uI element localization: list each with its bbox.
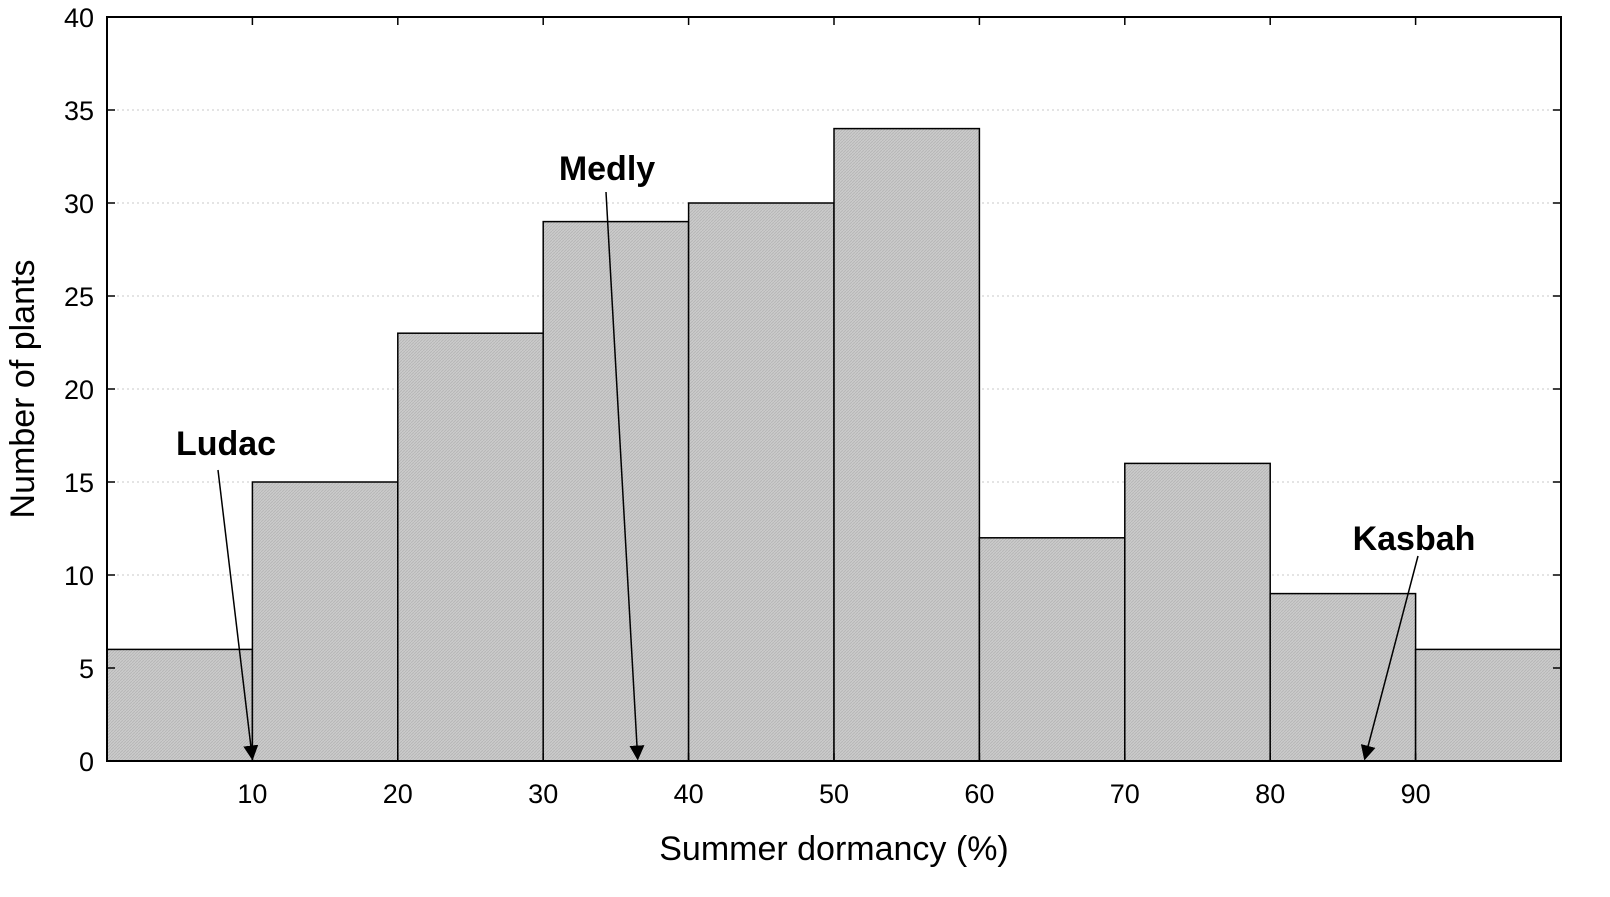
x-tick-label: 60 bbox=[964, 779, 994, 809]
histogram-bar bbox=[1414, 648, 1562, 762]
y-tick-label: 20 bbox=[64, 375, 94, 405]
histogram-bar bbox=[251, 481, 399, 762]
x-tick-label: 70 bbox=[1110, 779, 1140, 809]
y-tick-label: 40 bbox=[64, 3, 94, 33]
x-tick-label: 40 bbox=[674, 779, 704, 809]
annotation-label: Ludac bbox=[176, 425, 276, 463]
annotation-label: Medly bbox=[559, 150, 655, 188]
annotation-arrow bbox=[605, 191, 645, 761]
annotations: Ludac Medly Kasbah bbox=[176, 150, 1476, 761]
x-tick-label: 20 bbox=[383, 779, 413, 809]
histogram-bar bbox=[106, 648, 254, 762]
y-tick-label: 10 bbox=[64, 561, 94, 591]
histogram-bar bbox=[542, 220, 690, 762]
histogram-bar bbox=[397, 332, 544, 762]
x-axis-title: Summer dormancy (%) bbox=[659, 830, 1009, 868]
histogram-bar bbox=[833, 127, 981, 762]
histogram-bars bbox=[106, 127, 1562, 762]
y-tick-label: 25 bbox=[64, 282, 94, 312]
y-axis: 0 5 10 15 20 25 30 35 40 bbox=[64, 3, 1561, 777]
x-tick-label: 50 bbox=[819, 779, 849, 809]
y-tick-label: 35 bbox=[64, 96, 94, 126]
x-tick-label: 80 bbox=[1255, 779, 1285, 809]
x-tick-label: 10 bbox=[237, 779, 267, 809]
y-axis-title: Number of plants bbox=[4, 260, 42, 519]
annotation-arrow bbox=[1360, 555, 1419, 761]
y-tick-label: 5 bbox=[79, 654, 94, 684]
x-tick-label: 90 bbox=[1401, 779, 1431, 809]
y-tick-label: 0 bbox=[79, 747, 94, 777]
y-tick-label: 15 bbox=[64, 468, 94, 498]
y-tick-label: 30 bbox=[64, 189, 94, 219]
annotation-arrow bbox=[217, 469, 259, 761]
histogram-bar bbox=[687, 202, 835, 762]
histogram-bar bbox=[1124, 462, 1271, 762]
x-tick-label: 30 bbox=[528, 779, 558, 809]
x-axis: 10 20 30 40 50 60 70 80 90 bbox=[237, 17, 1431, 809]
histogram-bar bbox=[978, 537, 1126, 762]
annotation-label: Kasbah bbox=[1353, 520, 1476, 558]
histogram-bar bbox=[1269, 592, 1417, 762]
